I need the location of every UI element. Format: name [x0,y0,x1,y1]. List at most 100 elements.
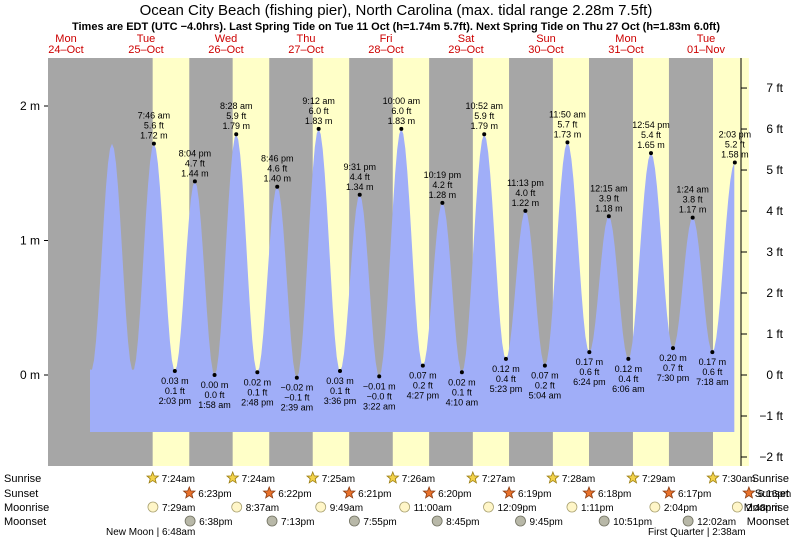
tide-label: 2:03 pm [159,396,192,406]
tide-point [565,140,570,145]
tide-label: 0.12 m [615,364,643,374]
tide-point [172,368,177,373]
tide-point [440,200,445,205]
moonset-time: 12:02am [697,517,736,528]
sunset-icon [262,485,276,499]
tide-point [523,208,528,213]
tide-point [294,375,299,380]
tide-label: 1.83 m [388,116,416,126]
tide-point [192,179,197,184]
date-label: 28–Oct [368,44,403,56]
tide-label: 0.20 m [659,353,687,363]
tide-label: 1.17 m [679,205,707,215]
tide-label: 10:19 pm [424,170,462,180]
tide-label: 5.7 ft [557,119,578,129]
day-of-week-label: Tue [697,33,716,45]
tide-label: 10:52 am [465,101,503,111]
sunset-icon [582,485,596,499]
tide-point [732,160,737,165]
moonset-row-label-left: Moonset [4,516,46,528]
sunset-time: 6:23pm [198,489,231,500]
sunset-time: 6:19pm [518,489,551,500]
moonrise-icon [399,501,411,513]
tide-label: 0.2 ft [413,381,434,391]
moonset-time: 7:55pm [363,517,396,528]
day-of-week-label: Wed [215,33,237,45]
sunset-row-label-left: Sunset [4,488,38,500]
tide-point [212,373,217,377]
tide-point [690,215,695,220]
tide-label: 0.02 m [244,377,272,387]
tide-label: 0.7 ft [663,363,684,373]
sunset-icon [502,485,516,499]
moonset-row-label-right: Moonset [747,516,789,528]
tide-curve [90,128,735,432]
tide-label: 1.44 m [181,168,209,178]
moonset-time: 7:13pm [281,517,314,528]
sunset-time: 6:17pm [678,489,711,500]
sunrise-icon [225,470,240,484]
right-axis-tick-label: 0 ft [766,368,783,382]
chart-subtitle: Times are EDT (UTC −4.0hrs). Last Spring… [72,21,720,33]
tide-label: 5.6 ft [144,121,165,131]
tide-point [459,370,464,375]
tide-label: 0.1 ft [330,386,351,396]
moonset-icon [348,515,360,527]
tide-label: 1.58 m [721,149,749,159]
left-axis-tick-label: 0 m [20,368,40,382]
day-of-week-label: Sat [458,33,475,45]
sunset-icon [182,485,197,499]
tide-label: 0.03 m [326,376,354,386]
moonrise-icon [731,501,743,513]
tide-label: 3.9 ft [599,193,620,203]
tide-label: 4.4 ft [350,172,371,182]
right-axis-tick-label: −1 ft [759,409,783,423]
tide-label: 0.1 ft [452,387,473,397]
tide-label: 0.00 m [201,380,229,390]
moonrise-icon [649,501,661,513]
date-label: 24–Oct [48,44,83,56]
tide-label: 0.4 ft [496,374,517,384]
moonset-icon [184,515,196,527]
tide-label: 1.83 m [305,116,333,126]
sunrise-row-label-left: Sunrise [4,473,41,485]
tide-label: 0.07 m [409,371,437,381]
date-label: 25–Oct [128,44,163,56]
tide-label: 0.12 m [492,364,520,374]
tide-label: 10:00 am [383,96,421,106]
moonset-time: 8:45pm [446,517,479,528]
date-label: 01–Nov [687,44,725,56]
tide-area [90,128,735,432]
sunrise-icon [706,470,720,484]
moonrise-icon [315,501,327,513]
tide-label: 6.0 ft [309,106,330,116]
tide-point [255,370,260,375]
tide-label: 2:03 pm [719,129,752,139]
tide-label: 1.72 m [140,131,168,141]
tide-label: 6.0 ft [391,106,412,116]
sunset-time: 6:21pm [358,489,391,500]
tide-label: 11:50 am [549,109,586,119]
right-axis-tick-label: −2 ft [759,450,783,464]
tide-label: 0.1 ft [165,386,186,396]
tide-label: 12:54 pm [632,120,670,130]
tide-point [542,363,547,368]
tide-label: 1.28 m [429,190,457,200]
tide-label: 0.6 ft [579,367,600,377]
tide-point [316,126,321,131]
sunrise-time: 7:29am [642,474,675,485]
moonset-time: 10:51pm [613,517,652,528]
sunrise-row-label-right: Sunrise [752,473,789,485]
tide-label: 1.40 m [263,174,291,184]
tide-label: 7:46 am [138,111,171,121]
tide-label: 0.1 ft [247,387,268,397]
moonrise-row-label-right: Moonrise [744,502,789,514]
moonset-time: 9:45pm [530,517,563,528]
moonrise-time: 7:29am [162,503,195,514]
day-of-week-label: Mon [55,33,76,45]
sunrise-time: 7:30am [722,474,755,485]
moonrise-icon [483,501,494,513]
sunrise-icon [145,470,160,484]
tide-point [338,368,342,373]
tide-label: 3.8 ft [683,195,704,205]
